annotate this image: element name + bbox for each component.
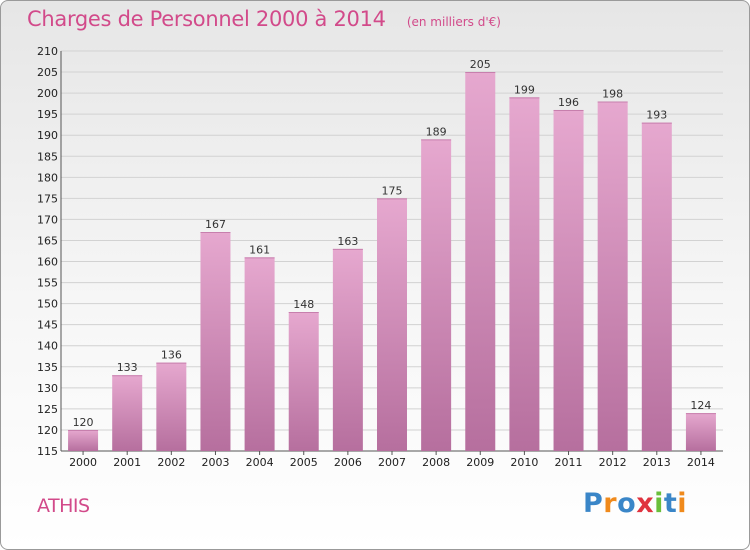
y-tick-labels: 115 120 125 130 135 140 145 150 155 160 165 170 175 1… (37, 45, 58, 458)
chart-subtitle: (en milliers d'€) (406, 15, 501, 29)
y-tick-label: 150 (37, 298, 58, 311)
proxiti-logo: Proxiti (583, 488, 687, 519)
value-label: 193 (646, 109, 667, 122)
bar (597, 101, 628, 452)
y-tick-label: 175 (37, 192, 58, 205)
title-row: Charges de Personnel 2000 à 2014 (en mil… (27, 7, 501, 31)
bar (156, 362, 187, 451)
x-tick-label: 2000 (69, 456, 97, 469)
y-tick-label: 195 (37, 108, 58, 121)
value-label: 124 (690, 399, 711, 412)
value-label: 161 (249, 243, 270, 256)
x-tick-label: 2006 (334, 456, 362, 469)
value-label: 205 (470, 58, 491, 71)
value-label: 163 (337, 235, 358, 248)
y-tick-label: 120 (37, 424, 58, 437)
bars (68, 72, 716, 452)
value-label: 196 (558, 96, 579, 109)
x-tick-label: 2007 (378, 456, 406, 469)
logo-letter: r (603, 488, 618, 519)
chart-title: Charges de Personnel 2000 à 2014 (27, 7, 386, 31)
y-tick-label: 205 (37, 66, 58, 79)
x-tick-label: 2002 (157, 456, 185, 469)
y-tick-label: 200 (37, 87, 58, 100)
x-tick-label: 2014 (687, 456, 715, 469)
logo-letter: o (617, 488, 637, 519)
city-name: ATHIS (37, 495, 90, 517)
bar (641, 122, 672, 451)
x-tick-label: 2005 (290, 456, 318, 469)
x-tick-label: 2001 (113, 456, 141, 469)
bar (465, 72, 496, 451)
y-tick-label: 145 (37, 319, 58, 332)
value-label: 199 (514, 83, 535, 96)
value-labels: 120 133 136 167 161 148 163 175 189 205 199 196 198 1… (73, 58, 712, 429)
value-label: 198 (602, 88, 623, 101)
logo-letter: i (654, 488, 664, 519)
x-tick-label: 2012 (599, 456, 627, 469)
logo-letter: x (636, 488, 655, 519)
value-label: 189 (426, 125, 447, 138)
y-tick-label: 165 (37, 234, 58, 247)
y-tick-label: 135 (37, 361, 58, 374)
value-label: 175 (382, 184, 403, 197)
x-tick-label: 2011 (555, 456, 583, 469)
bar (509, 97, 540, 451)
y-tick-label: 155 (37, 277, 58, 290)
bar (553, 109, 584, 452)
y-tick-label: 140 (37, 340, 58, 353)
x-tick-labels: 2000 2001 2002 2003 2004 2005 2006 2007 2008 2009… (69, 451, 715, 469)
y-tick-label: 180 (37, 171, 58, 184)
bar (685, 413, 716, 451)
logo-letter: i (677, 488, 688, 519)
y-tick-label: 210 (37, 45, 58, 58)
bar (421, 139, 452, 451)
logo-letter: t (663, 488, 678, 519)
x-tick-label: 2004 (246, 456, 274, 469)
bar (200, 232, 231, 451)
y-tick-label: 130 (37, 382, 58, 395)
x-tick-label: 2003 (201, 456, 229, 469)
y-tick-label: 185 (37, 150, 58, 163)
bar (332, 248, 363, 451)
y-tick-label: 160 (37, 256, 58, 269)
y-tick-label: 115 (37, 445, 58, 458)
x-tick-label: 2008 (422, 456, 450, 469)
value-label: 136 (161, 349, 182, 362)
value-label: 120 (73, 416, 94, 429)
logo-letter: P (583, 488, 604, 519)
x-tick-label: 2013 (643, 456, 671, 469)
value-label: 167 (205, 218, 226, 231)
y-tick-label: 125 (37, 403, 58, 416)
value-label: 148 (293, 298, 314, 311)
y-tick-label: 190 (37, 129, 58, 142)
bar (112, 375, 143, 451)
x-tick-label: 2009 (466, 456, 494, 469)
bar (68, 429, 99, 451)
bar (244, 257, 275, 451)
value-label: 133 (117, 361, 138, 374)
bar (288, 312, 319, 451)
y-tick-label: 170 (37, 213, 58, 226)
bar (377, 198, 407, 451)
x-tick-label: 2010 (510, 456, 538, 469)
